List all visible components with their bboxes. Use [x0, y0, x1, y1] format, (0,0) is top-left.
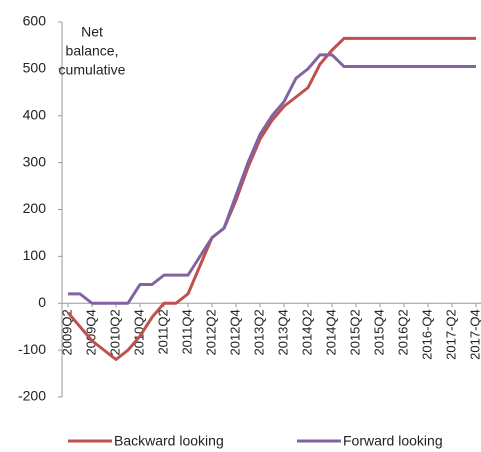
x-tick-label: 2015Q4	[371, 309, 386, 355]
x-tick-label: 2011Q4	[179, 309, 194, 354]
x-tick-label: 2016Q2	[395, 309, 410, 355]
y-tick-label: 400	[23, 106, 47, 122]
x-tick-label: 2017-Q2	[443, 309, 458, 360]
series-line	[68, 53, 476, 305]
x-tick-label: 2014Q4	[323, 309, 338, 355]
y-tick-label: 0	[38, 294, 46, 310]
y-tick-label: 500	[23, 60, 47, 76]
x-tick-label: 2017-Q4	[467, 309, 481, 360]
series-line	[66, 36, 476, 361]
x-tick-label: 2015Q2	[347, 309, 362, 355]
x-tick-label: 2009Q2	[59, 309, 74, 355]
y-tick-label: 200	[23, 200, 47, 216]
annotation: balance,	[66, 43, 119, 59]
x-tick-label: 2013Q4	[275, 309, 290, 355]
legend-label: Forward looking	[343, 433, 443, 449]
y-tick-label: -100	[18, 341, 46, 357]
y-tick-label: -200	[18, 388, 46, 404]
annotation: cumulative	[59, 62, 126, 78]
x-tick-label: 2014Q2	[299, 309, 314, 355]
legend-label: Backward looking	[114, 433, 224, 449]
x-tick-label: 2013Q2	[251, 309, 266, 355]
x-tick-label: 2010Q4	[131, 309, 146, 355]
x-tick-label: 2012Q4	[227, 309, 242, 355]
y-tick-label: 600	[23, 13, 47, 29]
annotation: Net	[81, 24, 103, 40]
x-tick-label: 2010Q2	[107, 309, 122, 355]
x-tick-label: 2011Q2	[155, 309, 170, 354]
y-tick-label: 100	[23, 247, 47, 263]
x-tick-label: 2016-Q4	[419, 309, 434, 360]
y-tick-label: 300	[23, 153, 47, 169]
x-tick-label: 2012Q2	[203, 309, 218, 355]
